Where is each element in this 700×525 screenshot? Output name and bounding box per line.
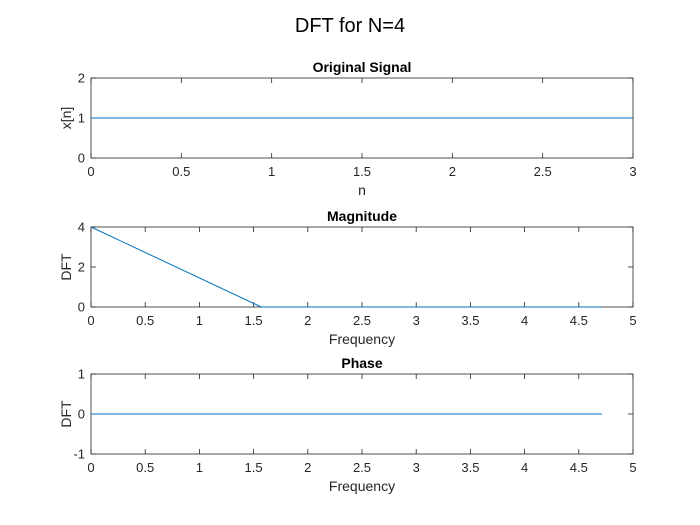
x-tick-label: 0.5: [172, 164, 190, 179]
x-tick-label: 4.5: [570, 313, 588, 328]
y-tick-label: 2: [78, 260, 85, 275]
original-signal-title: Original Signal: [313, 59, 412, 75]
x-tick-label: 3.5: [461, 313, 479, 328]
x-tick-label: 1: [196, 313, 203, 328]
magnitude-xlabel: Frequency: [329, 331, 395, 347]
magnitude-series-line: [90, 226, 602, 308]
x-tick-label: 3.5: [461, 460, 479, 475]
x-tick-label: 5: [629, 460, 636, 475]
x-tick-label: 3: [629, 164, 636, 179]
phase-title: Phase: [341, 355, 382, 371]
original-signal-axes: 0 0.5 1 1.5 2 2.5 3 0 1 2 Original Signal n x[n]: [58, 59, 637, 198]
x-tick-label: 2: [304, 460, 311, 475]
y-tick-label: 0: [78, 407, 85, 422]
y-tick-label: 0: [78, 151, 85, 166]
x-tick-label: 4: [521, 313, 528, 328]
x-tick-label: 2: [449, 164, 456, 179]
x-tick-label: 3: [413, 460, 420, 475]
x-tick-label: 2.5: [534, 164, 552, 179]
x-tick-label: 0: [87, 164, 94, 179]
x-tick-label: 1.5: [245, 313, 263, 328]
phase-axes: 0 0.5 1 1.5 2 2.5 3 3.5 4 4.5 5-101PhaseFrequencyD…: [58, 355, 637, 494]
y-tick-label: 1: [78, 367, 85, 382]
x-tick-label: 1: [196, 460, 203, 475]
y-tick-label: 2: [78, 71, 85, 86]
x-tick-label: 2.5: [353, 460, 371, 475]
magnitude-ylabel: DFT: [58, 253, 74, 281]
figure-title: DFT for N=4: [295, 15, 405, 37]
magnitude-axes: 0 0.5 1 1.5 2 2.5 3 3.5 4 4.5 5 0 2 4 Magnitude Frequen…: [58, 208, 637, 347]
original-signal-ylabel: x[n]: [58, 107, 74, 130]
x-tick-label: 5: [629, 313, 636, 328]
x-tick-label: 0.5: [136, 313, 154, 328]
x-tick-label: 4: [521, 460, 528, 475]
x-tick-label: 2.5: [353, 313, 371, 328]
phase-ylabel: DFT: [58, 400, 74, 428]
x-tick-label: 1.5: [245, 460, 263, 475]
x-tick-label: 2: [304, 313, 311, 328]
x-tick-label: 0: [87, 460, 94, 475]
axes-container: 0 0.5 1 1.5 2 2.5 3 0 1 2 Original Signal n x[n] 0 0.5…: [58, 59, 637, 494]
x-tick-label: 1: [268, 164, 275, 179]
x-tick-label: 0: [87, 313, 94, 328]
y-tick-label: -1: [73, 447, 85, 462]
y-tick-label: 0: [78, 300, 85, 315]
y-tick-label: 4: [78, 220, 85, 235]
x-tick-label: 4.5: [570, 460, 588, 475]
magnitude-axes-box: [90, 226, 634, 308]
original-signal-xlabel: n: [358, 182, 366, 198]
x-tick-label: 0.5: [136, 460, 154, 475]
magnitude-title: Magnitude: [327, 208, 397, 224]
x-tick-label: 3: [413, 313, 420, 328]
y-tick-label: 1: [78, 111, 85, 126]
x-tick-label: 1.5: [353, 164, 371, 179]
phase-xlabel: Frequency: [329, 478, 395, 494]
